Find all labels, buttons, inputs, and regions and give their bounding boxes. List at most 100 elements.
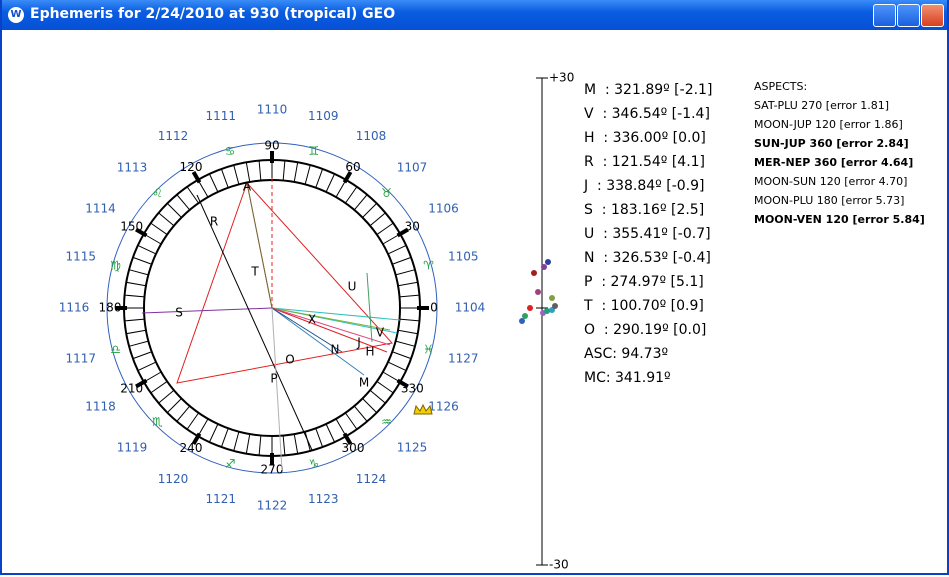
scale-dot	[544, 308, 550, 314]
house-label: 1112	[158, 129, 189, 143]
ring-marker	[396, 378, 409, 389]
ring-division	[395, 340, 416, 347]
ring-division	[293, 162, 299, 183]
aspect-entry: MER-NEP 360 [error 4.64]	[754, 156, 913, 169]
crown-icon	[413, 403, 433, 415]
ring-division	[369, 212, 386, 227]
position-entry: P : 274.97º [5.1]	[584, 274, 704, 290]
position-entry: ASC: 94.73º	[584, 346, 668, 362]
planet-label: O	[285, 353, 294, 367]
planet-label: V	[376, 326, 385, 340]
degree-label: 240	[180, 441, 203, 455]
aspect-line	[141, 307, 273, 314]
planet-label: X	[308, 313, 316, 327]
ring-division	[176, 405, 191, 422]
aspect-entry: MOON-SUN 120 [error 4.70]	[754, 175, 907, 188]
scale-dot	[541, 264, 547, 270]
house-label: 1109	[308, 109, 339, 123]
ring-division	[150, 381, 168, 394]
ring-marker	[191, 432, 202, 445]
ring-division	[220, 168, 229, 188]
planet-label: J	[356, 336, 361, 350]
house-label: 1124	[356, 472, 387, 486]
ring-division	[282, 435, 286, 456]
position-entry: O : 290.19º [0.0]	[584, 322, 706, 338]
ring-division	[387, 361, 407, 372]
scale-dot	[549, 295, 555, 301]
degree-label: 330	[401, 382, 424, 396]
ring-division	[325, 173, 336, 193]
ring-division	[176, 194, 191, 211]
ring-division	[126, 329, 147, 335]
house-label: 1111	[205, 109, 236, 123]
aspect-line	[271, 307, 283, 471]
house-label: 1110	[257, 103, 288, 117]
ring-marker	[135, 378, 148, 389]
ring-division	[382, 233, 401, 245]
ring-marker	[135, 227, 148, 238]
ring-division	[325, 423, 336, 443]
position-entry: U : 355.41º [-0.7]	[584, 226, 711, 242]
planet-label: U	[348, 280, 357, 294]
degree-label: 60	[345, 160, 360, 174]
zodiac-sign: ♌	[152, 186, 163, 200]
house-label: 1120	[158, 472, 189, 486]
degree-label: 270	[261, 463, 284, 477]
ring-division	[397, 281, 418, 287]
ring-division	[137, 361, 157, 372]
house-label: 1113	[117, 160, 148, 174]
ring-division	[126, 281, 147, 287]
scale-dot	[527, 305, 533, 311]
ring-division	[124, 318, 145, 322]
ring-division	[132, 256, 152, 265]
planet-label: M	[359, 376, 369, 390]
zodiac-sign: ♓	[423, 342, 434, 356]
ring-division	[304, 164, 311, 185]
house-label: 1106	[428, 202, 459, 216]
ring-division	[233, 431, 240, 452]
planet-label: T	[250, 265, 259, 279]
ring-marker	[191, 171, 202, 184]
ring-division	[353, 194, 368, 211]
house-label: 1108	[356, 129, 387, 143]
ring-division	[220, 428, 229, 448]
maximize-button[interactable]	[897, 4, 920, 27]
ring-division	[166, 398, 182, 414]
ring-division	[376, 222, 394, 235]
ring-division	[315, 428, 324, 448]
ring-division	[399, 318, 420, 322]
zodiac-sign: ♒	[381, 415, 392, 429]
aspects-title: ASPECTS:	[754, 80, 807, 93]
position-entry: MC: 341.91º	[584, 370, 671, 386]
ring-marker	[342, 432, 353, 445]
planet-label: S	[175, 306, 183, 320]
zodiac-sign: ♑	[309, 457, 320, 471]
house-label: 1126	[428, 400, 459, 414]
zodiac-sign: ♉	[381, 186, 392, 200]
scale-dot	[535, 289, 541, 295]
outer-circle	[106, 142, 438, 474]
house-label: 1121	[205, 492, 236, 506]
minimize-button[interactable]	[873, 4, 896, 27]
ring-division	[387, 244, 407, 255]
aspect-line	[366, 272, 373, 343]
house-label: 1123	[308, 492, 339, 506]
ring-division	[245, 433, 251, 454]
aspect-line	[271, 307, 388, 353]
aspect-line	[271, 307, 343, 353]
degree-label: 30	[405, 220, 420, 234]
close-button[interactable]	[921, 4, 944, 27]
house-label: 1117	[65, 352, 96, 366]
ring-division	[197, 179, 209, 198]
house-label: 1116	[59, 301, 90, 315]
scale-dot	[519, 318, 525, 324]
scale-dot	[545, 259, 551, 265]
ring-division	[335, 418, 347, 437]
ring-division	[315, 168, 324, 188]
planet-label: P	[270, 372, 277, 386]
ring-division	[158, 212, 175, 227]
degree-label: 300	[342, 441, 365, 455]
position-entry: M : 321.89º [-2.1]	[584, 82, 712, 98]
position-entry: T : 100.70º [0.9]	[583, 298, 704, 314]
zodiac-sign: ♍	[110, 259, 121, 273]
